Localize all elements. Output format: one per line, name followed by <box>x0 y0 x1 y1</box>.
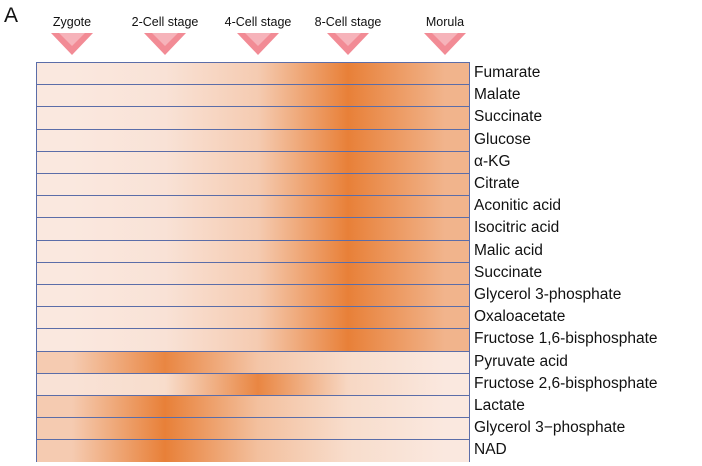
row-separator <box>36 284 470 285</box>
row-separator <box>36 372 470 374</box>
heatmap-row <box>36 306 470 329</box>
row-separator <box>36 150 470 152</box>
heatmap-row <box>36 173 470 196</box>
row-separator <box>36 439 470 441</box>
heatmap-row <box>36 62 470 85</box>
row-separator <box>36 217 470 219</box>
stage-marker-icon <box>237 33 279 55</box>
heatmap-row <box>36 328 470 351</box>
heatmap-row <box>36 439 470 462</box>
heatmap-row <box>36 217 470 240</box>
heatmap-row <box>36 195 470 218</box>
heatmap-row <box>36 128 470 151</box>
row-label: Fumarate <box>474 64 541 81</box>
row-separator <box>36 195 470 197</box>
panel-label: A <box>4 4 19 27</box>
row-label: Citrate <box>474 175 520 192</box>
heatmap-row <box>36 106 470 129</box>
row-separator <box>36 328 470 330</box>
stage-label: Zygote <box>52 15 92 29</box>
stage-marker-icon <box>424 33 466 55</box>
heatmap-row <box>36 150 470 173</box>
row-label: Fructose 2,6-bisphosphate <box>474 374 658 392</box>
row-label: Pyruvate acid <box>474 352 568 370</box>
row-label: NAD <box>474 441 507 459</box>
heatmap-row <box>36 395 470 418</box>
stage-label: 8-Cell stage <box>314 15 382 29</box>
row-separator <box>36 128 470 130</box>
heatmap-row <box>36 239 470 262</box>
row-separator <box>36 395 470 396</box>
row-label: α-KG <box>474 152 511 170</box>
stage-marker-icon <box>144 33 186 55</box>
row-separator <box>36 350 470 352</box>
heatmap-row <box>36 417 470 440</box>
row-separator <box>36 261 470 263</box>
row-label: Oxaloacetate <box>474 308 566 326</box>
stage-label: 4-Cell stage <box>224 15 292 29</box>
row-label: Malic acid <box>474 241 543 259</box>
heatmap <box>36 62 470 462</box>
row-label: Aconitic acid <box>474 197 562 215</box>
row-label: Fructose 1,6-bisphosphate <box>474 330 658 348</box>
heatmap-row <box>36 372 470 395</box>
row-separator <box>36 106 470 108</box>
row-separator <box>36 417 470 419</box>
row-label: Succinate <box>474 263 543 281</box>
row-label: Malate <box>474 86 521 104</box>
stage-label: 2-Cell stage <box>131 15 199 29</box>
heatmap-frame <box>36 62 470 462</box>
stage-label: Morula <box>425 15 465 29</box>
heatmap-row <box>36 284 470 307</box>
row-separator <box>36 306 470 308</box>
row-separator <box>36 239 470 241</box>
row-label: Isocitric acid <box>474 219 560 237</box>
stage-marker-icon <box>51 33 93 55</box>
row-label: Glycerol 3−phosphate <box>474 419 626 437</box>
row-label: Succinate <box>474 108 543 126</box>
heatmap-row <box>36 261 470 284</box>
row-label: Lactate <box>474 397 525 414</box>
heatmap-row <box>36 84 470 107</box>
row-label: Glycerol 3-phosphate <box>474 286 622 303</box>
heatmap-row <box>36 350 470 373</box>
row-separator <box>36 173 470 174</box>
stage-marker-icon <box>327 33 369 55</box>
row-label: Glucose <box>474 130 531 148</box>
row-separator <box>36 84 470 86</box>
